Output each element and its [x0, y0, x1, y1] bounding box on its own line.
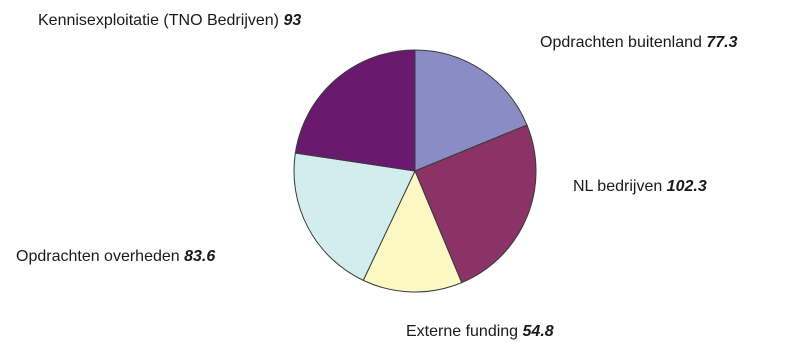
slice-label-nl-bedrijven: NL bedrijven 102.3 [573, 178, 707, 195]
slice-label-name: Opdrachten overheden [16, 248, 180, 265]
pie-slice-kennisexploitatie-tno-bedrijven [294, 49, 416, 172]
slice-label-externe-funding: Externe funding 54.8 [406, 323, 554, 340]
slice-label-name: Kennisexploitatie (TNO Bedrijven) [38, 12, 279, 29]
pie-labels: Opdrachten buitenland 77.3 NL bedrijven 1… [16, 12, 738, 340]
pie-slices [293, 49, 537, 293]
slice-label-opdrachten-overheden: Opdrachten overheden 83.6 [16, 248, 215, 265]
pie-slice-externe-funding [362, 169, 463, 293]
pie-slice-opdrachten-buitenland [414, 49, 528, 172]
slice-label-value: 93 [279, 12, 301, 29]
slice-label-name: Opdrachten buitenland [540, 34, 702, 51]
slice-label-opdrachten-buitenland: Opdrachten buitenland 77.3 [540, 34, 738, 51]
slice-label-kennisexploitatie-tno-bedrijven: Kennisexploitatie (TNO Bedrijven) 93 [38, 12, 301, 29]
slice-label-name: Externe funding [406, 323, 518, 340]
slice-label-value: 102.3 [662, 178, 707, 195]
slice-label-value: 54.8 [518, 323, 554, 340]
pie-slice-opdrachten-overheden [293, 152, 416, 282]
slice-label-value: 83.6 [180, 248, 216, 265]
slice-label-value: 77.3 [702, 34, 738, 51]
slice-label-name: NL bedrijven [573, 178, 662, 195]
